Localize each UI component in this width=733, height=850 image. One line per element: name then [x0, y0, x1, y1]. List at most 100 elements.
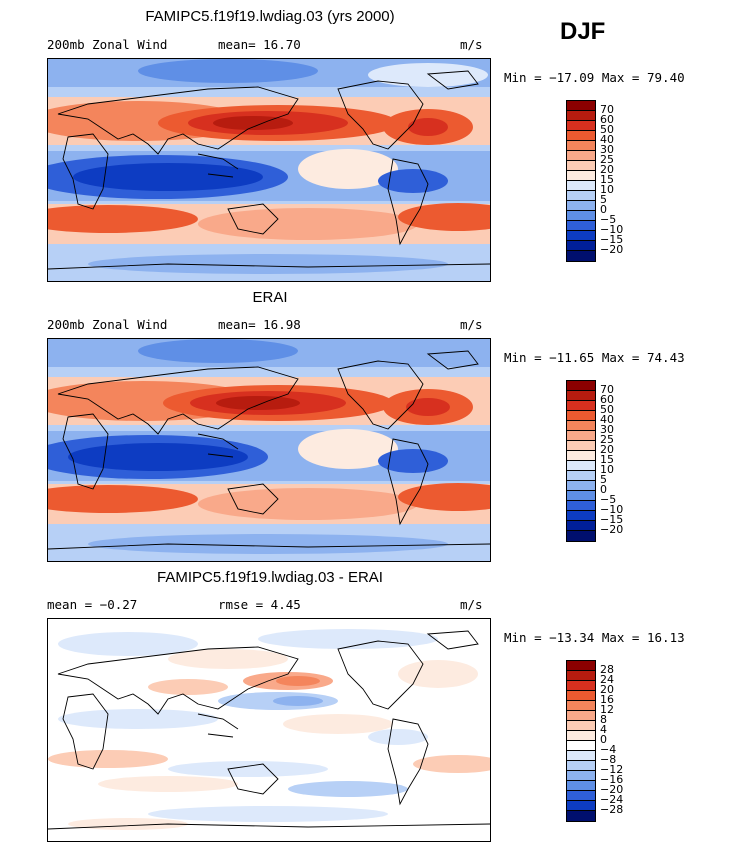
colorbar-level-label: 40 — [600, 413, 614, 426]
colorbar-swatch — [567, 441, 595, 451]
panel2-title: ERAI — [252, 289, 288, 306]
colorbar-level-label: 20 — [600, 163, 614, 176]
colorbar-swatch — [567, 711, 595, 721]
colorbar-swatch — [567, 661, 595, 671]
colorbar-level-label: 20 — [600, 683, 614, 696]
colorbar-level-label: 70 — [600, 103, 614, 116]
colorbar-level-label: −15 — [600, 513, 624, 526]
colorbar-swatch — [567, 791, 595, 801]
panel3-map — [47, 618, 491, 842]
panel1-minmax: Min = −17.09 Max = 79.40 — [504, 70, 685, 85]
colorbar-level-label: 4 — [600, 723, 607, 736]
colorbar-level-label: 10 — [600, 183, 614, 196]
panel1-colorbar-labels: 70 60 50 40 30 25 20 15 10 5 0 −5 −10 −15 −20 — [600, 103, 624, 256]
colorbar-swatch — [567, 221, 595, 231]
panel2-mean: mean= 16.98 — [218, 317, 301, 332]
colorbar-swatch — [567, 191, 595, 201]
panel2-colorbar — [566, 380, 596, 542]
colorbar-swatch — [567, 531, 595, 541]
colorbar-level-label: −8 — [600, 753, 617, 766]
colorbar-swatch — [567, 211, 595, 221]
colorbar-swatch — [567, 121, 595, 131]
colorbar-level-label: 16 — [600, 693, 614, 706]
colorbar-level-label: −20 — [600, 243, 624, 256]
colorbar-level-label: −5 — [600, 213, 617, 226]
colorbar-swatch — [567, 201, 595, 211]
colorbar-level-label: −28 — [600, 803, 624, 816]
colorbar-swatch — [567, 701, 595, 711]
colorbar-swatch — [567, 181, 595, 191]
colorbar-level-label: 50 — [600, 403, 614, 416]
colorbar-swatch — [567, 781, 595, 791]
colorbar-swatch — [567, 771, 595, 781]
colorbar-swatch — [567, 431, 595, 441]
panel2-minmax: Min = −11.65 Max = 74.43 — [504, 350, 685, 365]
season-label: DJF — [560, 18, 606, 45]
colorbar-level-label: 24 — [600, 673, 614, 686]
panel3-units: m/s — [460, 597, 483, 612]
colorbar-swatch — [567, 451, 595, 461]
colorbar-swatch — [567, 691, 595, 701]
colorbar-level-label: 5 — [600, 193, 607, 206]
colorbar-level-label: 60 — [600, 113, 614, 126]
colorbar-swatch — [567, 741, 595, 751]
colorbar-swatch — [567, 101, 595, 111]
panel3-mean: mean = −0.27 — [47, 597, 138, 612]
colorbar-swatch — [567, 471, 595, 481]
colorbar-level-label: 28 — [600, 663, 614, 676]
colorbar-swatch — [567, 501, 595, 511]
colorbar-swatch — [567, 731, 595, 741]
colorbar-level-label: 20 — [600, 443, 614, 456]
colorbar-level-label: −16 — [600, 773, 624, 786]
colorbar-swatch — [567, 131, 595, 141]
panel1-field-label: 200mb Zonal Wind — [47, 37, 168, 52]
colorbar-swatch — [567, 411, 595, 421]
colorbar-swatch — [567, 681, 595, 691]
panel2-map — [47, 338, 491, 562]
colorbar-swatch — [567, 161, 595, 171]
colorbar-swatch — [567, 421, 595, 431]
colorbar-swatch — [567, 811, 595, 821]
colorbar-swatch — [567, 801, 595, 811]
colorbar-level-label: −24 — [600, 793, 624, 806]
colorbar-swatch — [567, 721, 595, 731]
colorbar-swatch — [567, 231, 595, 241]
colorbar-swatch — [567, 511, 595, 521]
colorbar-swatch — [567, 671, 595, 681]
panel2-units: m/s — [460, 317, 483, 332]
colorbar-level-label: 15 — [600, 173, 614, 186]
colorbar-level-label: −20 — [600, 783, 624, 796]
colorbar-level-label: 15 — [600, 453, 614, 466]
colorbar-level-label: −10 — [600, 503, 624, 516]
colorbar-swatch — [567, 761, 595, 771]
colorbar-level-label: −12 — [600, 763, 624, 776]
colorbar-swatch — [567, 241, 595, 251]
colorbar-level-label: 60 — [600, 393, 614, 406]
colorbar-level-label: 50 — [600, 123, 614, 136]
colorbar-level-label: 40 — [600, 133, 614, 146]
panel3-title: FAMIPC5.f19f19.lwdiag.03 - ERAI — [157, 569, 383, 586]
colorbar-level-label: 25 — [600, 153, 614, 166]
panel3-minmax: Min = −13.34 Max = 16.13 — [504, 630, 685, 645]
colorbar-level-label: 0 — [600, 733, 607, 746]
colorbar-swatch — [567, 151, 595, 161]
colorbar-level-label: 10 — [600, 463, 614, 476]
colorbar-level-label: 25 — [600, 433, 614, 446]
colorbar-swatch — [567, 461, 595, 471]
colorbar-level-label: 5 — [600, 473, 607, 486]
colorbar-level-label: −10 — [600, 223, 624, 236]
colorbar-swatch — [567, 521, 595, 531]
colorbar-level-label: 12 — [600, 703, 614, 716]
colorbar-level-label: 0 — [600, 203, 607, 216]
colorbar-level-label: −4 — [600, 743, 617, 756]
colorbar-level-label: 0 — [600, 483, 607, 496]
panel2-field-label: 200mb Zonal Wind — [47, 317, 168, 332]
panel1-units: m/s — [460, 37, 483, 52]
colorbar-swatch — [567, 381, 595, 391]
panel3-colorbar — [566, 660, 596, 822]
colorbar-level-label: −15 — [600, 233, 624, 246]
colorbar-swatch — [567, 251, 595, 261]
colorbar-level-label: −5 — [600, 493, 617, 506]
panel1-colorbar — [566, 100, 596, 262]
panel1-map — [47, 58, 491, 282]
